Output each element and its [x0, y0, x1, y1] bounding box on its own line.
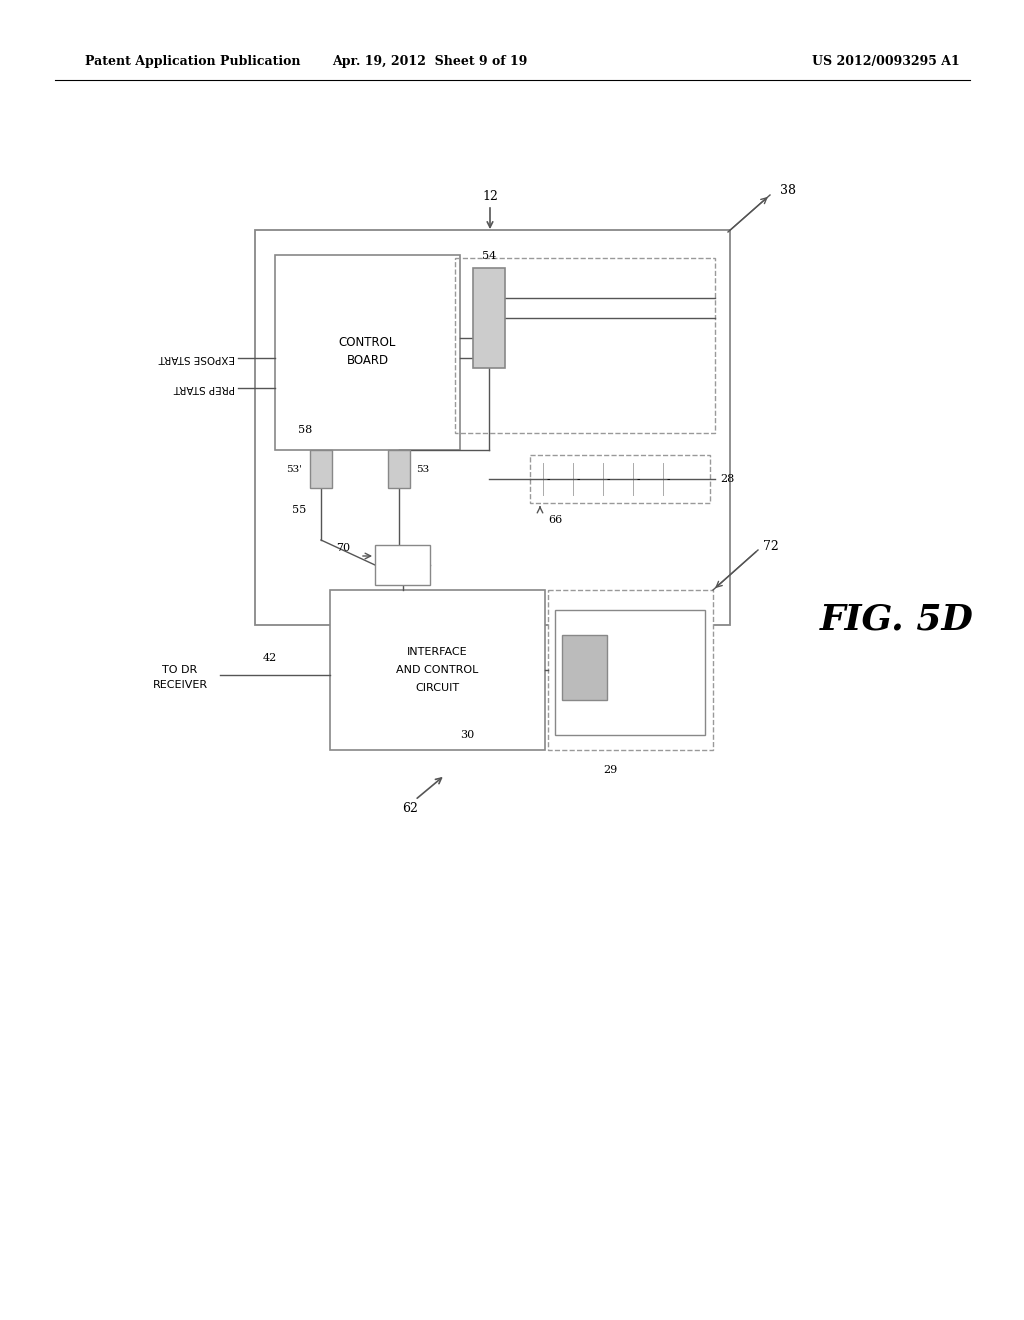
Text: 30: 30: [461, 730, 475, 741]
Text: -: -: [546, 474, 550, 484]
Bar: [255, 230, 730, 624]
Text: -: -: [636, 474, 640, 484]
Text: 70: 70: [336, 543, 350, 553]
Text: -: -: [577, 474, 580, 484]
Text: 62: 62: [402, 801, 418, 814]
Bar: [530, 455, 710, 503]
Text: Apr. 19, 2012  Sheet 9 of 19: Apr. 19, 2012 Sheet 9 of 19: [333, 55, 527, 69]
Text: FIG. 5D: FIG. 5D: [820, 603, 974, 638]
Text: CIRCUIT: CIRCUIT: [416, 682, 460, 693]
Text: US 2012/0093295 A1: US 2012/0093295 A1: [812, 55, 961, 69]
Text: TO DR: TO DR: [163, 665, 198, 675]
Text: -: -: [606, 474, 609, 484]
Text: Patent Application Publication: Patent Application Publication: [85, 55, 300, 69]
Text: 72: 72: [763, 540, 778, 553]
Text: 29: 29: [603, 766, 617, 775]
Text: 38: 38: [780, 183, 796, 197]
Bar: [555, 610, 705, 735]
Text: EXPOSE START: EXPOSE START: [159, 352, 234, 363]
Text: 66: 66: [548, 515, 562, 525]
Bar: [330, 590, 545, 750]
Bar: [455, 257, 715, 433]
Bar: [310, 450, 332, 488]
Text: RECEIVER: RECEIVER: [153, 680, 208, 690]
Bar: [275, 255, 460, 450]
Bar: [388, 450, 410, 488]
Text: 12: 12: [482, 190, 498, 203]
Text: CONTROL: CONTROL: [339, 337, 396, 348]
Text: 54: 54: [482, 251, 496, 261]
Text: PREP START: PREP START: [174, 383, 234, 393]
Text: 55: 55: [292, 506, 306, 515]
Bar: [473, 268, 505, 368]
Bar: [548, 590, 713, 750]
Text: AND CONTROL: AND CONTROL: [396, 665, 478, 675]
Bar: [562, 635, 607, 700]
Text: 28: 28: [720, 474, 734, 484]
Text: 42: 42: [263, 653, 278, 663]
Text: 53: 53: [416, 465, 429, 474]
Text: -: -: [667, 474, 670, 484]
Text: BOARD: BOARD: [346, 354, 388, 367]
Text: 58: 58: [298, 425, 312, 436]
Text: 53': 53': [286, 465, 302, 474]
Bar: [375, 545, 430, 585]
Text: INTERFACE: INTERFACE: [408, 647, 468, 657]
